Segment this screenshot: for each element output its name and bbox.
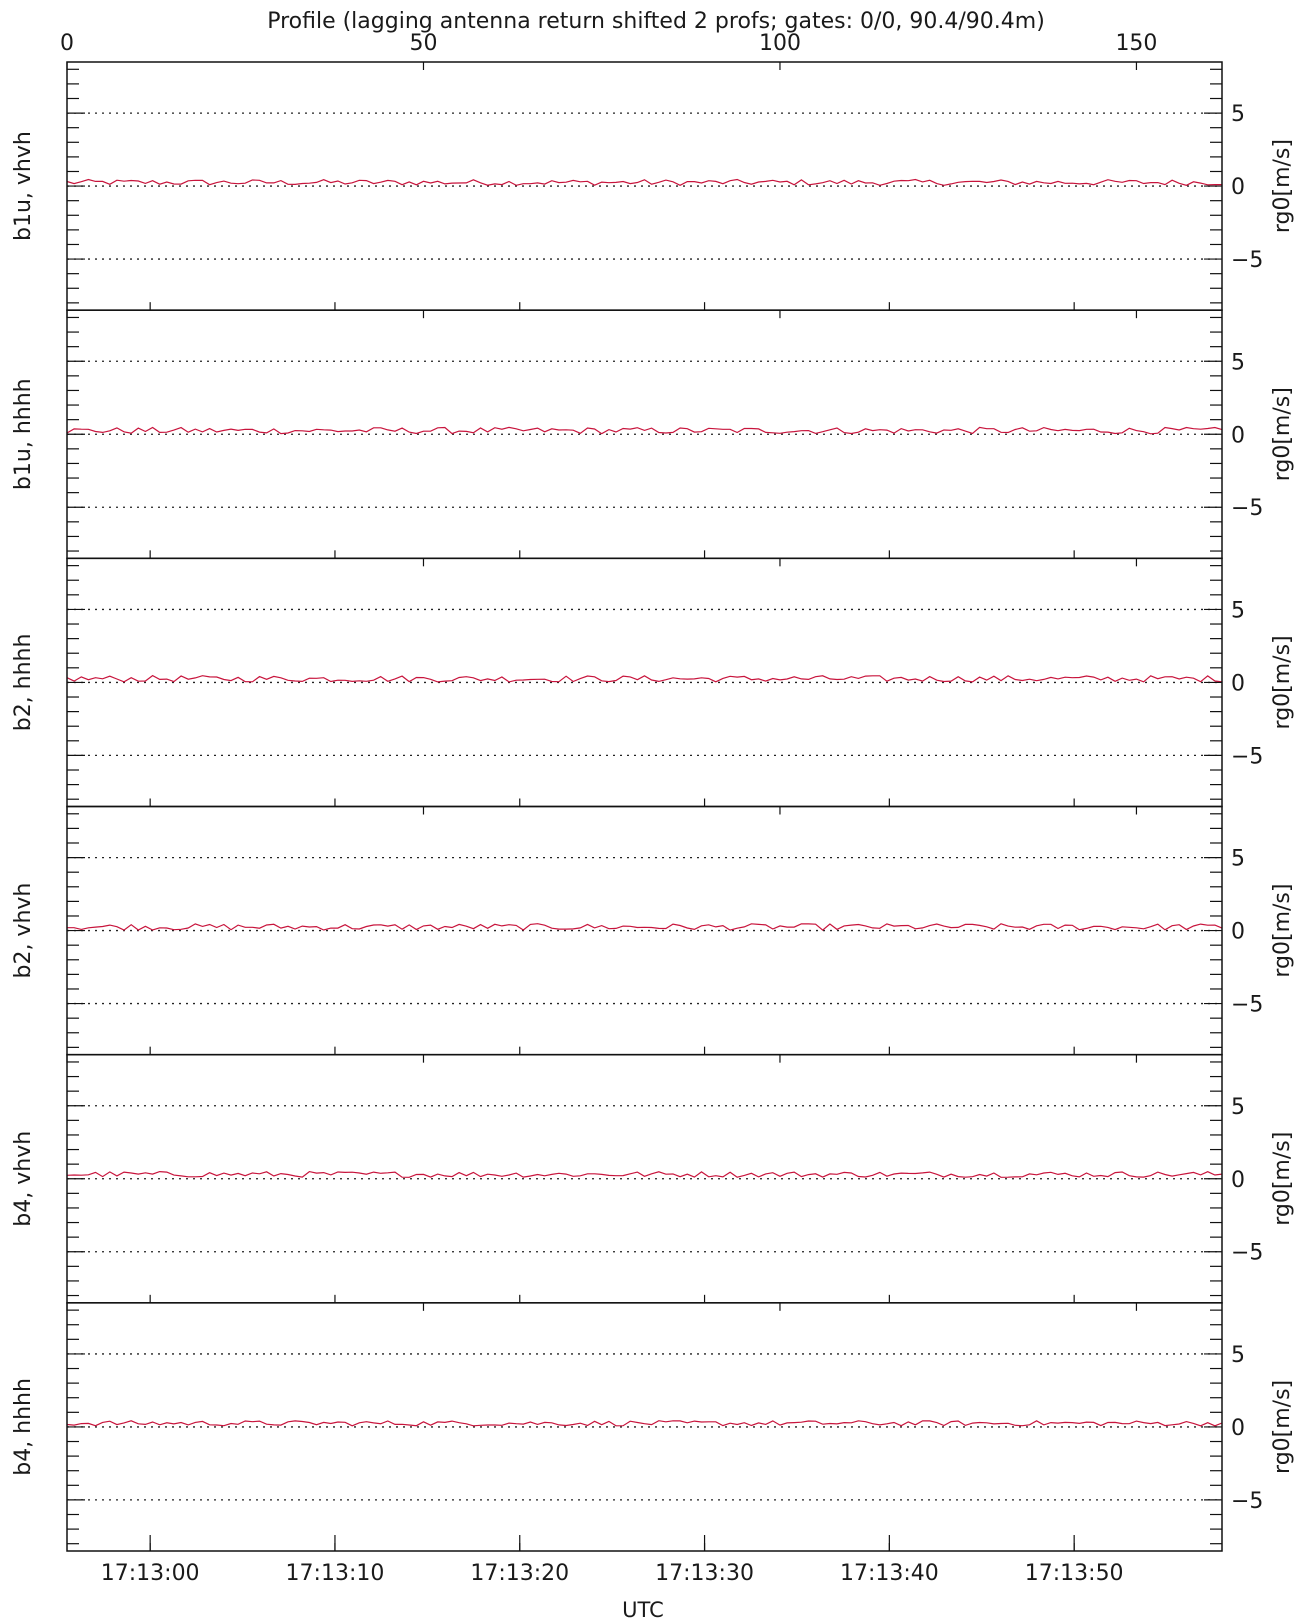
y-tick-label: 0	[1231, 423, 1245, 448]
y-tick-label: −5	[1231, 1241, 1263, 1266]
series-line	[66, 178, 1222, 186]
panel-label: b1u, vhvh	[11, 131, 36, 241]
top-tick-label: 50	[409, 31, 437, 56]
panel-label: b2, hhhh	[11, 634, 36, 732]
panel: −5 0 5 b1u, hhhh rg0[m/s]	[11, 309, 1295, 560]
series-line	[66, 1420, 1223, 1427]
panel-label: b4, hhhh	[11, 1378, 36, 1476]
panel: −5 0 5 b2, hhhh rg0[m/s]	[11, 557, 1295, 808]
y-axis-label: rg0[m/s]	[1270, 139, 1295, 233]
panels: −5 0 5 b1u, vhvh rg0[m/s] −5 0 5 b1u, hhhh rg0[m/…	[11, 61, 1295, 1552]
series-line	[66, 426, 1223, 435]
y-tick-label: 5	[1231, 847, 1245, 872]
y-axis-label: rg0[m/s]	[1270, 635, 1295, 729]
y-tick-label: 0	[1231, 1168, 1245, 1193]
x-tick-label: 17:13:40	[840, 1561, 939, 1586]
y-tick-label: −5	[1231, 248, 1263, 273]
y-tick-label: −5	[1231, 993, 1263, 1018]
y-axis-label: rg0[m/s]	[1270, 387, 1295, 481]
y-tick-label: 0	[1231, 175, 1245, 200]
panel-label: b4, vhvh	[11, 1131, 36, 1227]
panel: −5 0 5 b2, vhvh rg0[m/s]	[11, 805, 1295, 1056]
y-tick-label: 5	[1231, 102, 1245, 127]
y-tick-label: 5	[1231, 350, 1245, 375]
y-tick-label: −5	[1231, 1489, 1263, 1514]
panel-label: b2, vhvh	[11, 883, 36, 979]
series-line	[66, 1170, 1223, 1178]
series-line	[67, 923, 1223, 931]
y-tick-label: 0	[1231, 920, 1245, 945]
x-tick-label: 17:13:50	[1025, 1561, 1124, 1586]
y-axis-label: rg0[m/s]	[1270, 884, 1295, 978]
x-tick-label: 17:13:10	[286, 1561, 385, 1586]
top-axis: 0 50 100 150	[60, 31, 1157, 56]
y-axis-label: rg0[m/s]	[1270, 1380, 1295, 1474]
top-tick-label: 100	[759, 31, 801, 56]
panel-label: b1u, hhhh	[11, 378, 36, 490]
y-tick-label: 0	[1231, 671, 1245, 696]
y-tick-label: −5	[1231, 744, 1263, 769]
chart-title: Profile (lagging antenna return shifted …	[267, 9, 1045, 34]
x-tick-label: 17:13:00	[101, 1561, 200, 1586]
series-line	[66, 674, 1223, 683]
bottom-axis: 17:13:00 17:13:10 17:13:20 17:13:30 17:13:40…	[101, 1535, 1124, 1586]
top-tick-label: 150	[1115, 31, 1157, 56]
panel: −5 0 5 b4, vhvh rg0[m/s]	[11, 1053, 1295, 1304]
x-tick-label: 17:13:20	[470, 1561, 569, 1586]
y-tick-label: 0	[1231, 1416, 1245, 1441]
y-tick-label: 5	[1231, 598, 1245, 623]
x-axis-label: UTC	[622, 1598, 664, 1622]
panel: −5 0 5 b1u, vhvh rg0[m/s]	[11, 61, 1295, 311]
top-tick-label: 0	[60, 31, 74, 56]
x-tick-label: 17:13:30	[655, 1561, 754, 1586]
panel: −5 0 5 b4, hhhh rg0[m/s]	[11, 1302, 1295, 1552]
y-tick-label: 5	[1231, 1095, 1245, 1120]
y-tick-label: 5	[1231, 1343, 1245, 1368]
y-axis-label: rg0[m/s]	[1270, 1132, 1295, 1226]
y-tick-label: −5	[1231, 496, 1263, 521]
